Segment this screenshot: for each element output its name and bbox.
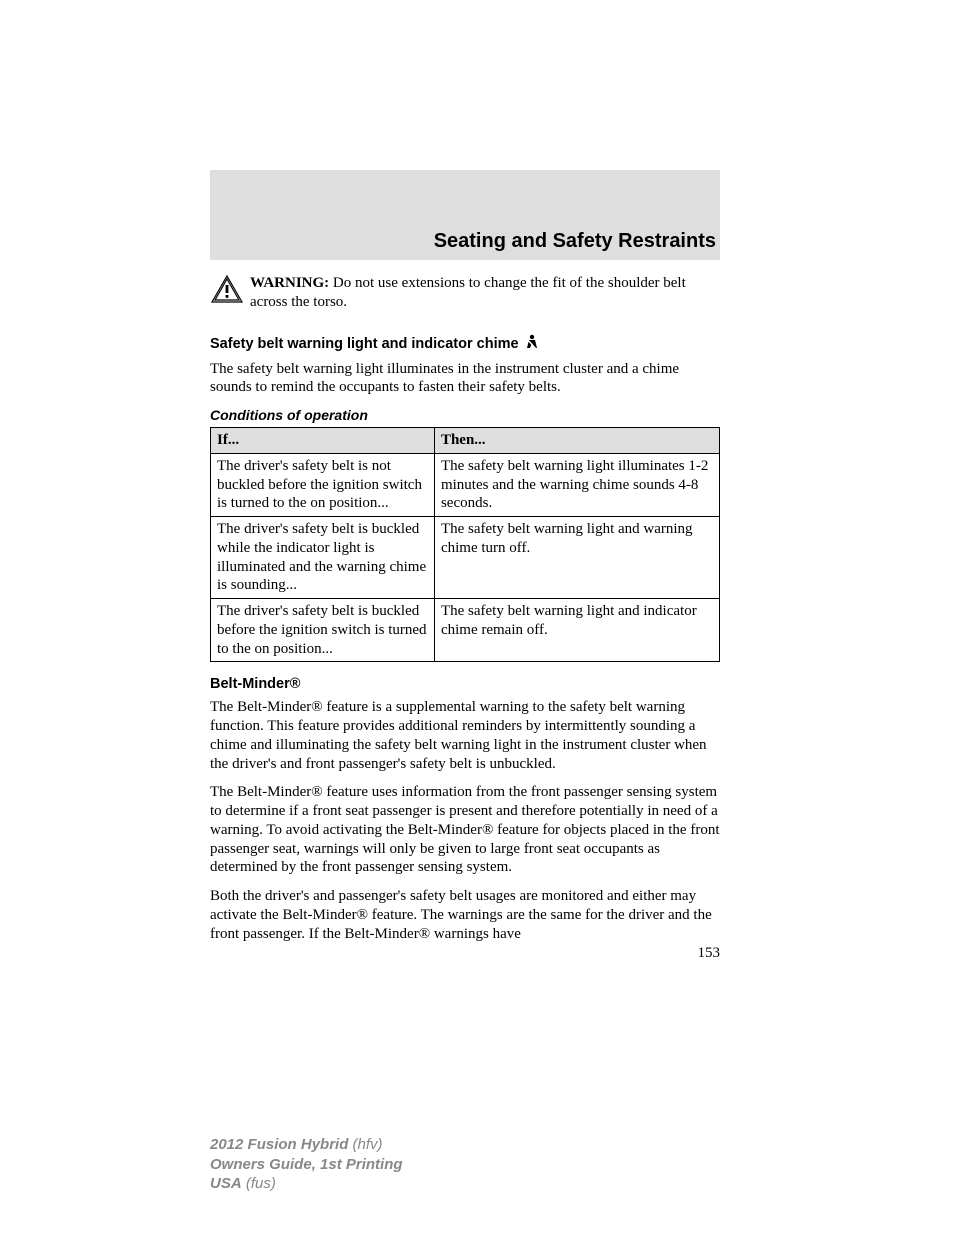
seatbelt-icon (525, 334, 539, 354)
table-header-row: If... Then... (211, 428, 720, 454)
main-content: WARNING: Do not use extensions to change… (210, 274, 720, 962)
cell-then-2: The safety belt warning light and indica… (434, 599, 719, 662)
col-if: If... (211, 428, 435, 454)
subhead-belt-minder: Belt-Minder® (210, 676, 720, 692)
page-number: 153 (210, 945, 720, 962)
warning-triangle-icon (210, 274, 250, 309)
footer-region: USA (210, 1175, 242, 1192)
cell-if-1: The driver's safety belt is buckled whil… (211, 517, 435, 599)
belt-minder-p3: Both the driver's and passenger's safety… (210, 887, 720, 943)
cell-if-0: The driver's safety belt is not buckled … (211, 453, 435, 516)
warning-text: WARNING: Do not use extensions to change… (250, 274, 720, 312)
subhead-safety-belt-warning: Safety belt warning light and indicator … (210, 334, 720, 354)
warning-label: WARNING: (250, 275, 329, 291)
table-row: The driver's safety belt is buckled whil… (211, 517, 720, 599)
footer-code1: (hfv) (348, 1136, 382, 1153)
col-then: Then... (434, 428, 719, 454)
cell-then-0: The safety belt warning light illuminate… (434, 453, 719, 516)
warning-block: WARNING: Do not use extensions to change… (210, 274, 720, 312)
footer-model: 2012 Fusion Hybrid (210, 1136, 348, 1153)
belt-minder-p1: The Belt-Minder® feature is a supplement… (210, 698, 720, 773)
table-row: The driver's safety belt is buckled befo… (211, 599, 720, 662)
subhead-safety-belt-warning-text: Safety belt warning light and indicator … (210, 336, 519, 352)
footer-code2: (fus) (242, 1175, 276, 1192)
cell-then-1: The safety belt warning light and warnin… (434, 517, 719, 599)
footer-line1: 2012 Fusion Hybrid (hfv) (210, 1135, 720, 1155)
footer-line3: USA (fus) (210, 1174, 720, 1194)
table-heading: Conditions of operation (210, 407, 720, 423)
conditions-table: If... Then... The driver's safety belt i… (210, 427, 720, 662)
belt-minder-p2: The Belt-Minder® feature uses informatio… (210, 783, 720, 877)
cell-if-2: The driver's safety belt is buckled befo… (211, 599, 435, 662)
footer-line2: Owners Guide, 1st Printing (210, 1155, 720, 1175)
intro-paragraph: The safety belt warning light illuminate… (210, 360, 720, 398)
table-row: The driver's safety belt is not buckled … (211, 453, 720, 516)
footer: 2012 Fusion Hybrid (hfv) Owners Guide, 1… (210, 1135, 720, 1194)
page-title: Seating and Safety Restraints (210, 230, 720, 253)
subhead-belt-minder-text: Belt-Minder® (210, 676, 300, 692)
